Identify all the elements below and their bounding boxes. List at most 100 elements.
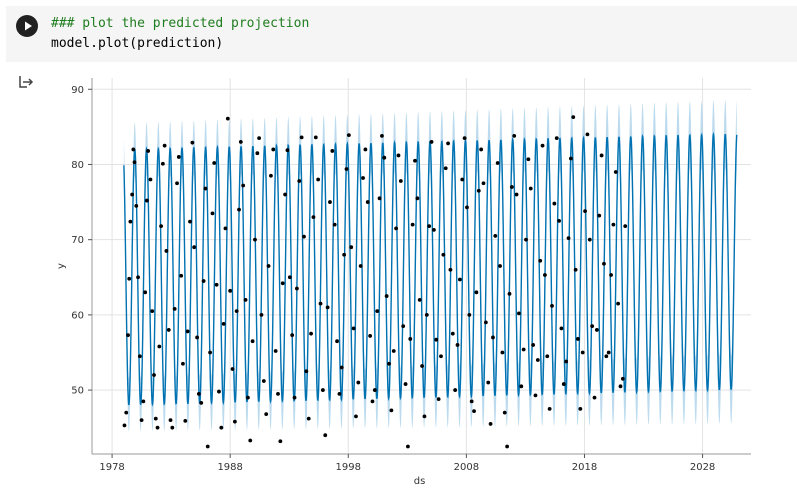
observed-point [127,276,132,281]
x-axis-label: ds [414,476,426,487]
observed-point [583,209,587,214]
observed-point [342,252,347,257]
observed-point [415,196,420,201]
observed-point [257,136,262,141]
observed-point [351,326,356,331]
observed-point [434,337,439,342]
observed-point [363,147,368,152]
observed-point [370,399,375,404]
observed-point [557,218,561,223]
observed-point [134,203,139,208]
observed-point [375,309,380,314]
observed-point [410,222,415,227]
observed-point [320,388,325,392]
observed-point [500,350,505,355]
observed-point [124,410,129,415]
observed-point [585,132,590,137]
observed-point [408,337,413,341]
observed-point [524,237,528,242]
observed-point [183,419,188,423]
x-tick-label: 2028 [690,462,715,473]
y-axis-label: y [56,263,67,269]
observed-point [545,354,550,359]
observed-point [292,395,297,400]
forecast-line [123,131,738,407]
observed-point [175,181,179,186]
y-tick-label: 50 [71,386,84,397]
code-cell[interactable]: ### plot the predicted projection model.p… [6,6,797,62]
observed-point [599,153,604,158]
observed-point [153,416,158,421]
observed-point [181,361,185,366]
observed-point [519,384,524,389]
observed-point [391,349,396,353]
observed-point [521,347,526,352]
observed-point [130,192,135,197]
observed-point [356,380,361,385]
observed-point [264,412,269,417]
observed-point [450,331,455,336]
observed-point [210,211,215,216]
observed-point [455,343,460,347]
observed-point [443,166,448,171]
observed-point [276,391,280,396]
observed-point [162,143,167,148]
observed-point [223,226,228,231]
observed-point [554,136,559,141]
observed-point [606,350,611,355]
observed-point [568,156,573,161]
observed-point [126,333,130,338]
observed-point [349,245,354,250]
observed-point [192,245,197,250]
observed-point [559,326,564,331]
observed-point [436,397,441,402]
observed-point [361,176,365,180]
observed-point [604,354,609,359]
y-tick-label: 60 [71,310,84,321]
x-tick-label: 2018 [572,462,597,473]
observed-point [195,335,200,340]
observed-point [429,140,434,144]
observed-point [448,267,453,272]
code-statement-line: model.plot(prediction) [51,36,224,51]
observed-point [150,309,155,314]
output-redirect-icon[interactable] [18,74,34,90]
observed-point [474,290,479,295]
run-cell-button[interactable] [16,15,38,37]
y-tick-label: 90 [71,85,84,96]
observed-point [502,410,507,415]
observed-point [233,419,237,424]
observed-point [457,277,462,282]
observed-point [432,228,436,232]
observed-point [196,391,201,396]
code-editor[interactable]: ### plot the predicted projection model.p… [51,14,309,54]
observed-point [566,236,571,241]
observed-point [401,324,406,329]
observed-point [128,219,133,224]
observed-point [283,192,287,197]
observed-point [413,158,417,163]
observed-point [269,173,273,178]
observed-point [623,224,628,229]
cell-output: 1978 1988 1998 2008 2018 2028 50 60 70 80 90 ds y [0,66,797,500]
observed-point [179,273,184,278]
observed-point [453,388,458,392]
observed-point [243,297,248,302]
observed-point [618,384,623,389]
observed-point [185,329,190,334]
observed-point [460,177,465,182]
observed-point [259,312,264,317]
observed-point [316,177,321,182]
observed-point [467,312,472,317]
observed-point [205,444,210,449]
observed-point [313,135,318,140]
observed-point [571,115,576,120]
observed-point [168,418,173,423]
observed-point [309,331,313,336]
observed-point [420,364,424,368]
observed-point [285,148,290,153]
x-tick-label: 1978 [99,462,124,473]
x-tick-label: 2008 [454,462,479,473]
observed-point [304,369,309,374]
observed-point [535,358,540,362]
